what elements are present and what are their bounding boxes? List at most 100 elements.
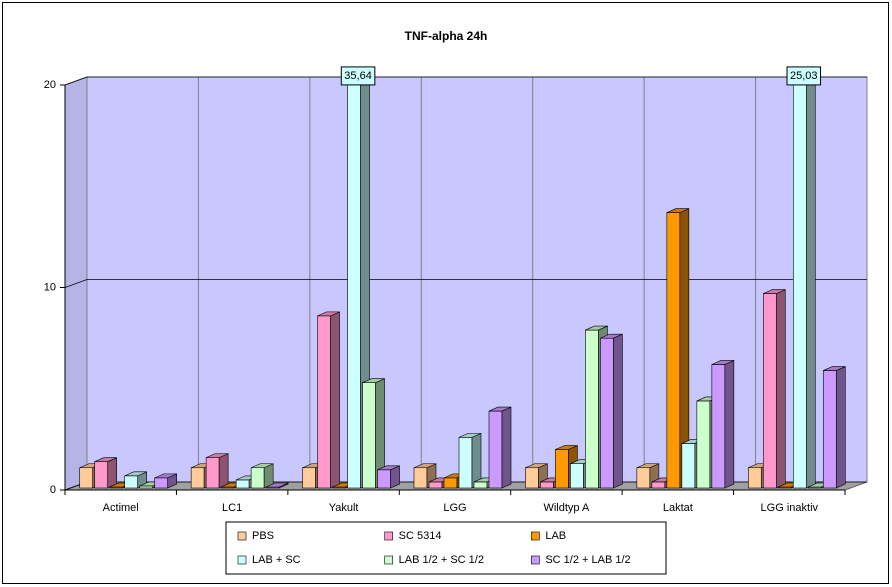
x-tick-label: Yakult <box>329 502 359 514</box>
bar-front <box>302 467 316 489</box>
bar-front <box>377 469 391 489</box>
bar-top <box>600 333 623 339</box>
bar-side <box>835 366 846 489</box>
bar-front <box>570 463 584 489</box>
bar-top <box>154 473 177 479</box>
bar-front <box>124 475 139 489</box>
bar-top <box>711 360 734 365</box>
bar <box>666 208 690 489</box>
bar-side <box>107 457 118 489</box>
bar-front <box>711 364 726 489</box>
bar-top <box>458 433 482 438</box>
legend-label: SC 1/2 + LAB 1/2 <box>545 554 630 566</box>
bar-side <box>613 333 623 489</box>
bar-front <box>317 315 331 489</box>
bar-top <box>124 471 147 477</box>
bar-side <box>330 311 340 489</box>
legend-swatch <box>237 555 247 565</box>
data-label-box <box>340 66 376 86</box>
bar-front <box>681 443 696 489</box>
y-tick-label: 20 <box>44 79 56 91</box>
bar <box>154 473 178 489</box>
bar <box>600 333 623 489</box>
y-tick-label: 0 <box>50 484 56 496</box>
data-label-box <box>786 66 822 86</box>
bar-top <box>362 378 385 384</box>
bar-top <box>251 463 274 469</box>
legend-label: SC 5314 <box>399 530 442 542</box>
legend-box <box>225 521 667 575</box>
legend-label: LAB <box>545 530 566 542</box>
bar-top <box>377 465 400 471</box>
bar-front <box>79 467 94 489</box>
bar <box>711 360 735 489</box>
bar-front <box>540 481 554 489</box>
bar-top <box>317 311 340 317</box>
legend-swatch <box>531 555 540 565</box>
bar-top <box>585 325 608 331</box>
bar <box>362 378 385 489</box>
bar <box>762 289 786 489</box>
bar-front <box>585 329 599 489</box>
bar-top <box>266 482 289 488</box>
x-tick-label: Actimel <box>103 502 139 514</box>
x-tick-label: Wildtyp A <box>543 502 590 514</box>
bar-top <box>206 453 229 458</box>
x-tick-label: LGG <box>443 502 466 514</box>
bar <box>205 453 229 489</box>
bar <box>317 311 340 489</box>
bar-front <box>762 293 777 489</box>
legend-label: PBS <box>252 530 274 542</box>
bar-front <box>636 467 651 489</box>
bar-front <box>488 410 503 489</box>
bar-front <box>525 467 539 489</box>
bar-front <box>473 481 488 489</box>
bar-front <box>413 467 428 489</box>
bar-front <box>139 485 154 489</box>
bar-side <box>501 406 512 489</box>
bar-front <box>154 477 169 489</box>
bar-front <box>94 461 109 489</box>
bar-front <box>651 481 666 489</box>
bar-front <box>696 400 711 489</box>
x-tick-label: Laktat <box>663 502 693 514</box>
bar-front <box>666 212 681 489</box>
bar-front <box>250 467 265 489</box>
bar-front <box>428 481 443 489</box>
x-tick-label: LGG inaktiv <box>761 502 819 514</box>
bar-top <box>525 463 548 469</box>
bar-top <box>823 366 846 371</box>
bar <box>822 366 846 489</box>
x-tick-label: LC1 <box>222 502 242 514</box>
chart-title: TNF-alpha 24h <box>405 29 488 43</box>
legend-swatch <box>384 531 393 541</box>
bar <box>792 74 816 489</box>
bar-front <box>822 370 837 489</box>
bar-front <box>205 457 220 489</box>
bar <box>458 432 482 489</box>
bar-side <box>218 453 229 489</box>
legend-swatch <box>237 531 247 541</box>
bar-front <box>600 337 614 489</box>
bar <box>94 457 118 489</box>
bar-front <box>235 479 250 489</box>
y-tick-label: 10 <box>44 281 56 293</box>
bar-top <box>413 463 437 469</box>
legend-swatch <box>531 531 540 541</box>
bar <box>488 406 512 489</box>
bar <box>265 482 289 489</box>
bar-front <box>555 449 569 489</box>
data-label: 35,64 <box>344 70 372 82</box>
bar-front <box>443 477 458 489</box>
legend-swatch <box>384 555 393 565</box>
bar-front <box>362 382 376 489</box>
bar-side <box>724 360 735 489</box>
bar-top <box>488 406 512 412</box>
legend-label: LAB + SC <box>252 554 301 566</box>
bar-top <box>94 457 117 462</box>
grid-line <box>64 76 867 86</box>
legend-label: LAB 1/2 + SC 1/2 <box>399 554 484 566</box>
bar-top <box>636 463 659 469</box>
data-label: 25,03 <box>790 70 818 82</box>
